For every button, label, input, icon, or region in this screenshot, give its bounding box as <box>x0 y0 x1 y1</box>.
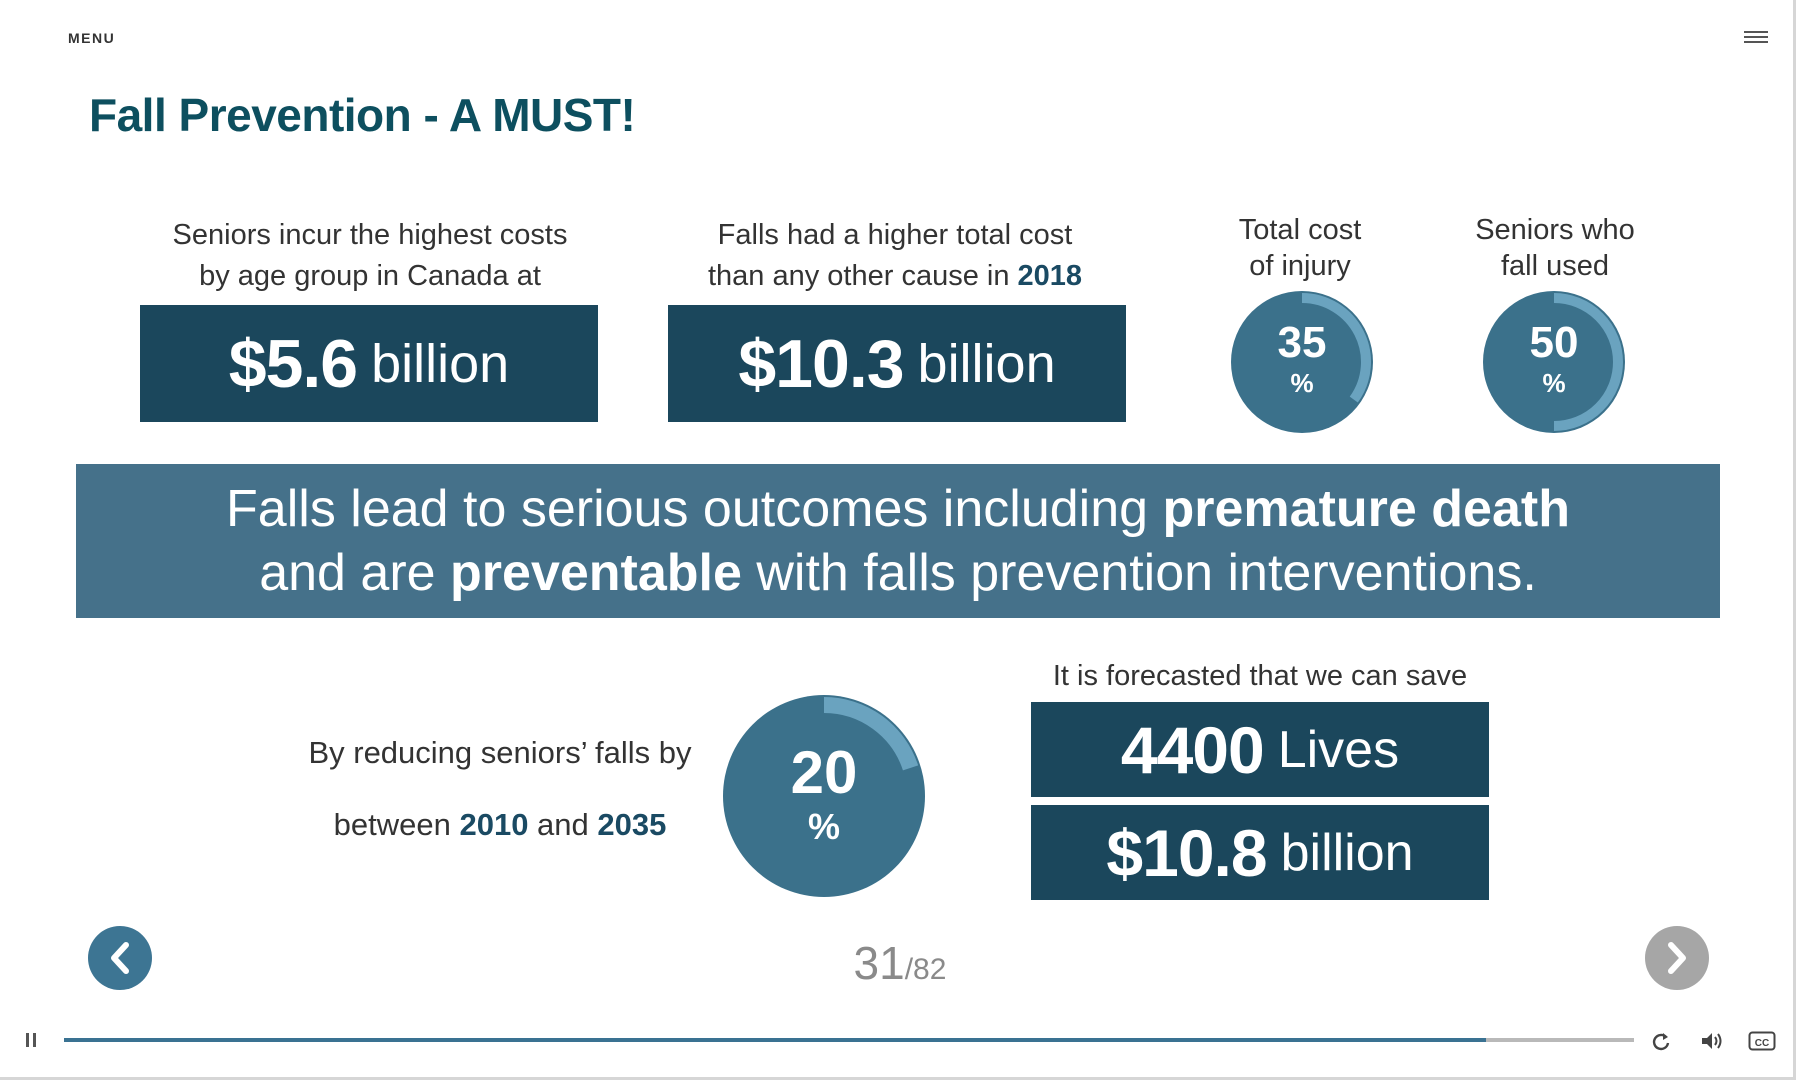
banner-line1-text: Falls lead to serious outcomes including <box>226 480 1163 538</box>
dial3-arc <box>823 697 919 771</box>
menu-button[interactable]: MENU <box>68 30 116 46</box>
dial3-value: 20 <box>790 739 858 806</box>
previous-slide-button[interactable] <box>88 926 152 990</box>
dial2-value: 50 <box>1529 318 1579 367</box>
progress-bar[interactable] <box>64 1038 1634 1042</box>
dial1-arc <box>1301 293 1371 403</box>
chevron-left-icon <box>111 942 129 974</box>
pause-button[interactable] <box>24 1032 38 1048</box>
reduce-line2-text-a: between <box>333 807 460 842</box>
dial2-percent-gauge: 50 % <box>1482 290 1626 434</box>
hamburger-icon[interactable] <box>1744 28 1768 48</box>
volume-icon <box>1702 1033 1722 1049</box>
current-page: 31 <box>853 937 905 989</box>
chevron-right-icon <box>1668 942 1686 974</box>
forecast-lives-unit: Lives <box>1277 720 1400 779</box>
forecast-lives-box: 4400 Lives <box>1031 702 1489 797</box>
forecast-money-value: $10.8 <box>1106 815 1267 890</box>
slide-title: Fall Prevention - A MUST! <box>89 89 636 141</box>
dial3-gauge-graphic <box>723 695 925 897</box>
stat2-caption-text: than any other cause in <box>707 260 1018 292</box>
progress-bar-fill <box>64 1038 1487 1042</box>
closed-captions-button[interactable]: CC <box>1748 1030 1776 1052</box>
forecast-caption: It is forecasted that we can save <box>1052 660 1468 692</box>
stat1-value: $5.6 <box>228 325 358 402</box>
banner-line2-text-a: and are <box>259 544 451 602</box>
banner-line1-emphasis: premature death <box>1162 480 1570 538</box>
banner-line2: and are preventable with falls preventio… <box>76 541 1720 605</box>
dial1-caption: Total cost of injury <box>1200 212 1400 284</box>
banner-line2-emphasis: preventable <box>450 544 742 602</box>
stat2-unit: billion <box>917 333 1056 394</box>
reduce-year-start: 2010 <box>459 807 529 842</box>
dial1-value: 35 <box>1277 318 1327 367</box>
dial1-unit: % <box>1290 368 1314 398</box>
forecast-money-box: $10.8 billion <box>1031 805 1489 900</box>
reduce-year-end: 2035 <box>597 807 667 842</box>
dial2-caption-line1: Seniors who <box>1475 214 1635 246</box>
key-message-banner: Falls lead to serious outcomes including… <box>76 464 1720 618</box>
dial2-gauge-graphic <box>1483 291 1625 433</box>
dial3-disc <box>723 695 925 897</box>
stat1-caption-line2: by age group in Canada at <box>199 260 541 292</box>
dial2-unit: % <box>1542 368 1566 398</box>
stat2-value-box: $10.3 billion <box>668 305 1126 422</box>
banner-line2-text-b: with falls prevention interventions. <box>741 544 1537 602</box>
stat1-caption: Seniors incur the highest costs by age g… <box>130 215 610 297</box>
total-pages: /82 <box>904 953 947 986</box>
dial1-disc <box>1231 291 1373 433</box>
stat2-caption-line1: Falls had a higher total cost <box>717 219 1073 251</box>
dial2-caption: Seniors who fall used <box>1450 212 1660 284</box>
forecast-lives-value: 4400 <box>1120 712 1265 787</box>
stat2-caption: Falls had a higher total cost than any o… <box>660 215 1130 297</box>
stat1-value-box: $5.6 billion <box>140 305 598 422</box>
dial3-percent-gauge: 20 % <box>722 694 926 898</box>
forecast-money-unit: billion <box>1280 823 1414 882</box>
page-indicator: 31/82 <box>780 936 1020 990</box>
reduce-falls-line1: By reducing seniors’ falls by <box>308 735 692 770</box>
dial1-caption-line1: Total cost <box>1238 214 1362 246</box>
stat1-caption-line1: Seniors incur the highest costs <box>172 219 568 251</box>
reduce-falls-line2: between 2010 and 2035 <box>270 804 730 845</box>
banner-line1: Falls lead to serious outcomes including… <box>76 477 1720 541</box>
closed-captions-icon: CC <box>1748 1031 1776 1051</box>
next-slide-button[interactable] <box>1645 926 1709 990</box>
stat1-unit: billion <box>371 333 510 394</box>
pause-icon <box>26 1033 36 1047</box>
dial2-disc <box>1483 291 1625 433</box>
stat2-caption-year: 2018 <box>1017 260 1083 292</box>
dial1-percent-gauge: 35 % <box>1230 290 1374 434</box>
dial2-arc <box>1553 293 1623 431</box>
dial2-caption-line2: fall used <box>1500 250 1609 282</box>
replay-icon <box>1652 1033 1670 1051</box>
dial1-gauge-graphic <box>1231 291 1373 433</box>
replay-button[interactable] <box>1650 1030 1672 1052</box>
stat2-caption-line2: than any other cause in 2018 <box>660 256 1130 297</box>
svg-text:CC: CC <box>1755 1038 1769 1049</box>
volume-button[interactable] <box>1700 1030 1724 1052</box>
dial1-caption-line2: of injury <box>1249 250 1351 282</box>
dial3-unit: % <box>807 806 840 847</box>
reduce-line2-text-b: and <box>528 807 598 842</box>
stat2-value: $10.3 <box>738 325 904 402</box>
